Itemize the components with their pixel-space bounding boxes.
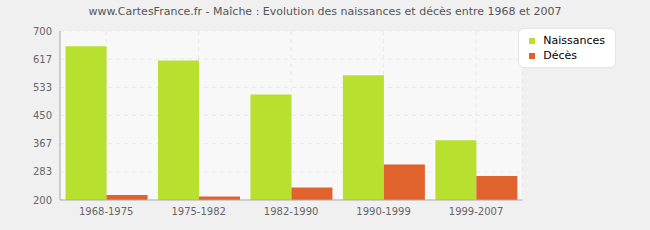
svg-text:283: 283 xyxy=(33,166,52,177)
svg-text:367: 367 xyxy=(33,138,52,149)
svg-text:1968-1975: 1968-1975 xyxy=(79,206,134,217)
svg-text:200: 200 xyxy=(33,195,52,206)
svg-text:450: 450 xyxy=(33,110,52,121)
svg-text:617: 617 xyxy=(33,54,52,65)
svg-text:1982-1990: 1982-1990 xyxy=(264,206,319,217)
html-text:Décès: Décès xyxy=(543,49,577,62)
html-text:Naissances: Naissances xyxy=(543,34,605,47)
svg-text:1990-1999: 1990-1999 xyxy=(356,206,411,217)
html-text:www.CartesFrance.fr - Maîche :: www.CartesFrance.fr - Maîche : Evolution… xyxy=(88,5,562,18)
svg-text:1999-2007: 1999-2007 xyxy=(449,206,504,217)
svg-text:700: 700 xyxy=(33,26,52,37)
svg-text:533: 533 xyxy=(33,82,52,93)
svg-text:1975-1982: 1975-1982 xyxy=(171,206,226,217)
